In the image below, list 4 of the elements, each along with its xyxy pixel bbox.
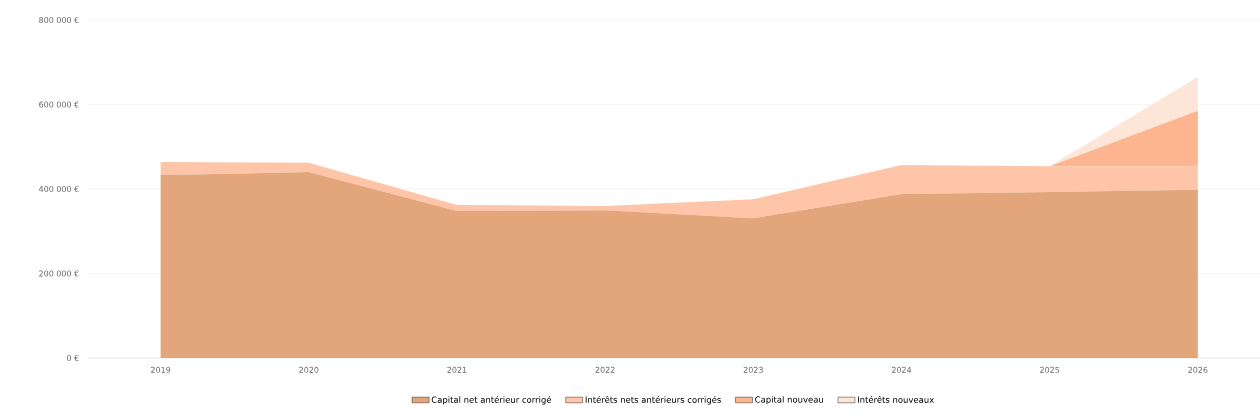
legend-label: Intérêts nets antérieurs corrigés bbox=[585, 395, 721, 405]
legend-label: Capital nouveau bbox=[755, 396, 824, 405]
legend-label: Intérêts nouveaux bbox=[857, 395, 934, 403]
legend-label: Capital net antérieur corrigé bbox=[431, 395, 552, 405]
